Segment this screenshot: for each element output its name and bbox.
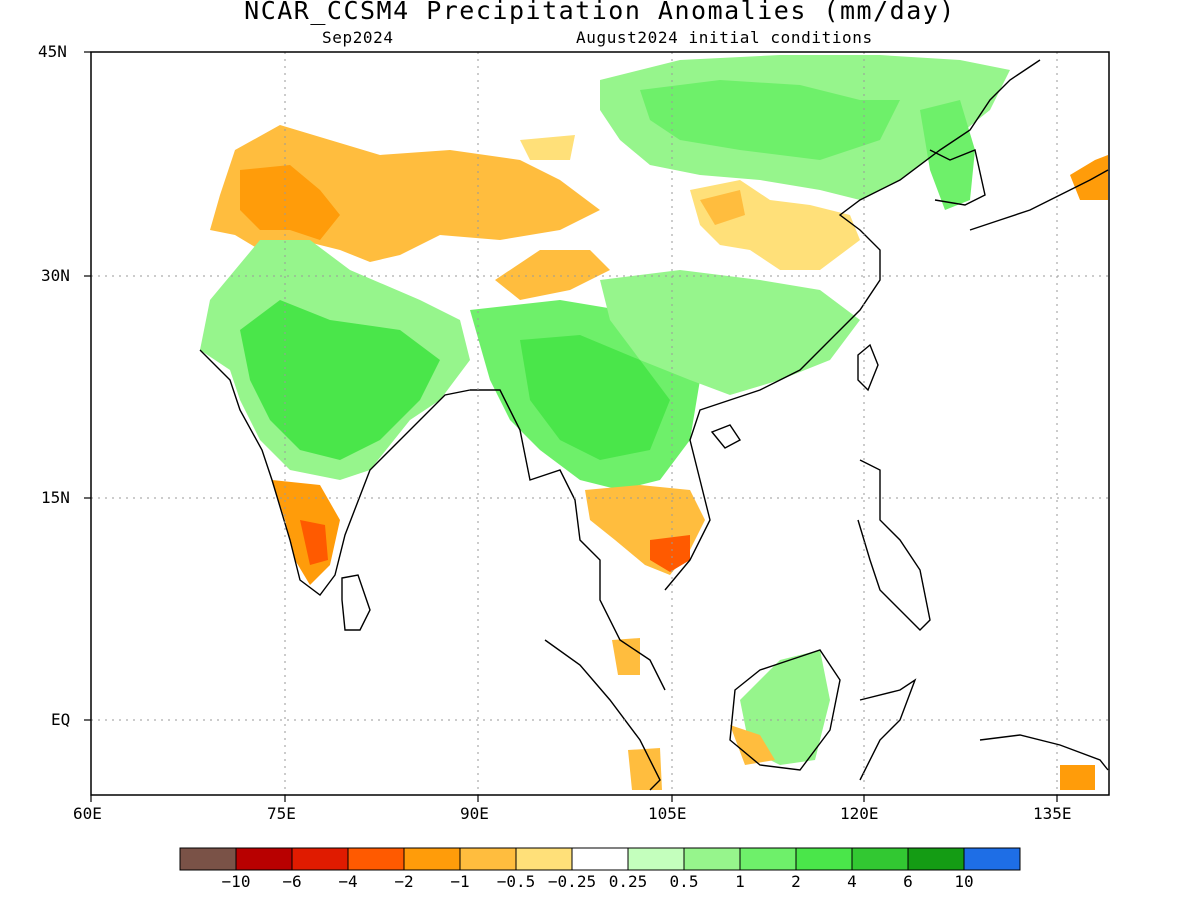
colorbar-label: −4 [338, 872, 358, 891]
colorbar-label: −1 [450, 872, 470, 891]
anomaly-region-indochina-core [520, 335, 670, 460]
anomaly-region-borneo-sw [730, 725, 775, 765]
colorbar-swatch [795, 847, 853, 871]
colorbar-swatch [291, 847, 349, 871]
colorbar-swatch [907, 847, 965, 871]
coastline-new-guinea [979, 734, 1109, 771]
coastlines [199, 59, 1109, 791]
colorbar-swatch [515, 847, 573, 871]
lon-tick-135e: 135E [1033, 804, 1072, 823]
coastline-sri-lanka [341, 574, 371, 631]
colorbar-swatch [459, 847, 517, 871]
coastline-japan [969, 169, 1109, 231]
colorbar-label: 2 [791, 872, 801, 891]
anomaly-region-north-china-core [640, 80, 900, 160]
colorbar-swatch [627, 847, 685, 871]
lon-tick-75e: 75E [267, 804, 296, 823]
anomaly-region-india-core [240, 300, 440, 460]
colorbar-swatch [963, 847, 1021, 871]
colorbar [179, 847, 1021, 871]
lon-tick-120e: 120E [840, 804, 879, 823]
lon-tick-105e: 105E [648, 804, 687, 823]
coastline-indochina [664, 59, 1041, 591]
gridlines [91, 52, 1109, 795]
colorbar-label: 0.5 [669, 872, 699, 891]
anomaly-region-sw-india-core [300, 520, 328, 565]
anomaly-region-new-guinea [1060, 765, 1095, 790]
anomaly-region-korea [920, 100, 975, 210]
lon-tick-90e: 90E [460, 804, 489, 823]
coastline-taiwan [857, 343, 879, 392]
colorbar-label: −2 [394, 872, 414, 891]
coastline-philippines [857, 459, 931, 631]
anomaly-region-tibet-small [495, 250, 610, 300]
colorbar-label: −6 [282, 872, 302, 891]
colorbar-swatch [347, 847, 405, 871]
anomaly-region-south-japan [1070, 155, 1108, 200]
anomaly-region-borneo [740, 650, 830, 765]
coastline-borneo [729, 649, 841, 771]
anomaly-region-tibet-east [520, 135, 575, 160]
lat-tick-eq: EQ [51, 710, 71, 729]
lat-tick-30n: 30N [41, 266, 70, 285]
colorbar-label: 6 [903, 872, 913, 891]
colorbar-swatch [571, 847, 629, 871]
colorbar-label: 0.25 [608, 872, 648, 891]
colorbar-swatch [683, 847, 741, 871]
colorbar-label: 4 [847, 872, 857, 891]
chart-title: NCAR_CCSM4 Precipitation Anomalies (mm/d… [244, 0, 956, 25]
plot-frame [90, 51, 1110, 796]
colorbar-swatch [179, 847, 237, 871]
colorbar-swatch [739, 847, 797, 871]
lon-tick-60e: 60E [73, 804, 102, 823]
anomaly-region-central-china-core [700, 190, 745, 225]
colorbar-swatch [851, 847, 909, 871]
anomaly-region-cambodia-core [650, 535, 690, 572]
anomaly-region-sumatra [612, 638, 640, 675]
subtitle-initial-conditions: August2024 initial conditions [576, 28, 873, 47]
colorbar-label: −0.5 [496, 872, 536, 891]
subtitle-forecast-month: Sep2024 [322, 28, 394, 47]
coastline-hainan [710, 424, 742, 449]
lat-tick-45n: 45N [38, 42, 67, 61]
colorbar-label: 1 [735, 872, 745, 891]
anomaly-region-south-china [600, 270, 860, 395]
colorbar-label: −10 [221, 872, 251, 891]
lat-tick-15n: 15N [41, 488, 70, 507]
coastline-korea [929, 149, 986, 206]
coastline-india [199, 349, 471, 596]
coastline-bay-bengal-east [470, 389, 666, 691]
colorbar-label: −0.25 [547, 872, 597, 891]
tick-marks [84, 51, 1058, 802]
colorbar-label: 10 [954, 872, 974, 891]
colorbar-swatch [403, 847, 461, 871]
anomaly-region-kashmir [240, 165, 340, 240]
anomaly-field [200, 55, 1108, 790]
anomaly-region-sumatra-south [628, 748, 662, 790]
colorbar-swatch [235, 847, 293, 871]
coastline-sulawesi [859, 678, 917, 781]
